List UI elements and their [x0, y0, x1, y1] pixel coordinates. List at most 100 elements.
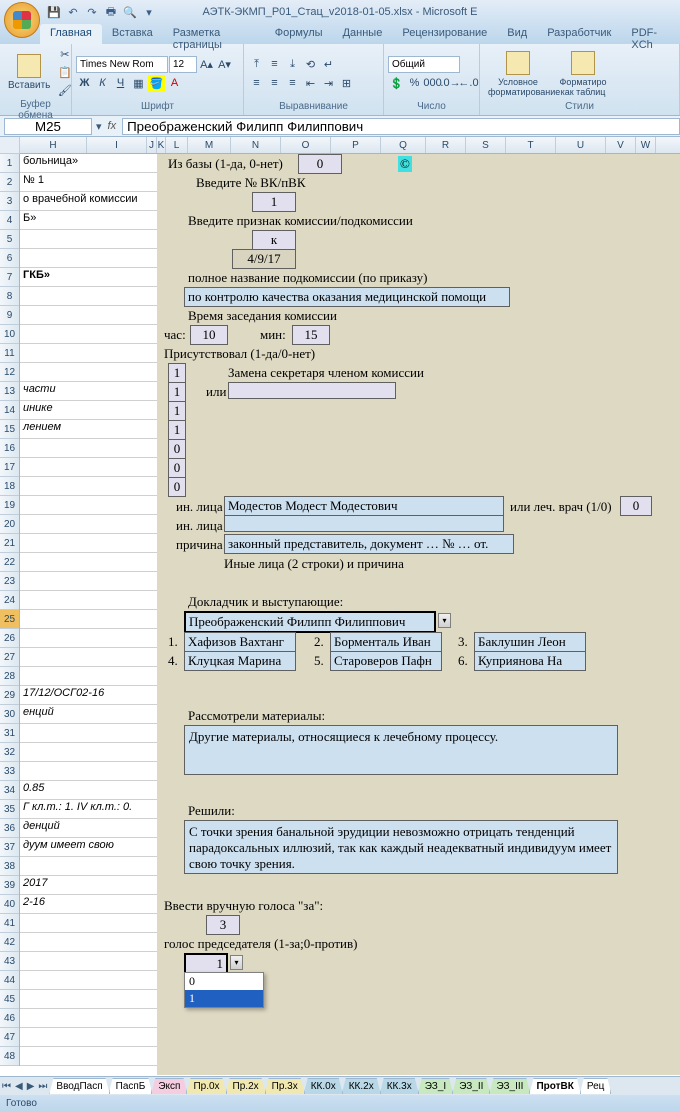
- presence-5[interactable]: 0: [168, 458, 186, 478]
- bold-button[interactable]: Ж: [76, 75, 93, 92]
- chair-dropdown-icon[interactable]: ▾: [230, 955, 243, 970]
- cell-H9[interactable]: [20, 306, 157, 325]
- align-right-icon[interactable]: ≡: [284, 75, 301, 92]
- row-header-48[interactable]: 48: [0, 1047, 19, 1066]
- row-header-7[interactable]: 7: [0, 268, 19, 287]
- cell-H29[interactable]: 17/12/ОСГ02-16: [20, 686, 157, 705]
- indent-dec-icon[interactable]: ⇤: [302, 75, 319, 92]
- ribbon-tab-5[interactable]: Рецензирование: [392, 24, 497, 44]
- cell-H34[interactable]: 0.85: [20, 781, 157, 800]
- cell-H15[interactable]: лением: [20, 420, 157, 439]
- row-header-33[interactable]: 33: [0, 762, 19, 781]
- speaker-dropdown-icon[interactable]: ▾: [438, 613, 451, 628]
- sheet-tab-КК.2х[interactable]: КК.2х: [342, 1078, 381, 1094]
- other-person-input[interactable]: Модестов Модест Модестович: [224, 496, 504, 516]
- speaker-name-1[interactable]: Борменталь Иван: [330, 632, 442, 652]
- row-header-2[interactable]: 2: [0, 173, 19, 192]
- cell-H33[interactable]: [20, 762, 157, 781]
- align-bot-icon[interactable]: ⤓: [284, 56, 301, 73]
- cell-H36[interactable]: денций: [20, 819, 157, 838]
- wrap-icon[interactable]: ↵: [320, 56, 337, 73]
- row-header-43[interactable]: 43: [0, 952, 19, 971]
- copy-icon[interactable]: 📋: [56, 64, 73, 81]
- ribbon-tab-7[interactable]: Разработчик: [537, 24, 621, 44]
- row-header-26[interactable]: 26: [0, 629, 19, 648]
- ribbon-tab-8[interactable]: PDF-XCh: [621, 24, 680, 44]
- row-header-31[interactable]: 31: [0, 724, 19, 743]
- inc-dec-icon[interactable]: .0→: [442, 75, 459, 92]
- row-header-15[interactable]: 15: [0, 420, 19, 439]
- replace-input[interactable]: [228, 382, 396, 399]
- vk-input[interactable]: 1: [252, 192, 296, 212]
- row-header-14[interactable]: 14: [0, 401, 19, 420]
- sheet-tab-ПротВК[interactable]: ПротВК: [529, 1078, 580, 1094]
- row-header-38[interactable]: 38: [0, 857, 19, 876]
- cell-H12[interactable]: [20, 363, 157, 382]
- cell-H20[interactable]: [20, 515, 157, 534]
- reason-input[interactable]: законный представитель, документ … № … о…: [224, 534, 514, 554]
- cut-icon[interactable]: ✂: [56, 46, 73, 63]
- col-header-M[interactable]: M: [188, 137, 231, 153]
- row-header-5[interactable]: 5: [0, 230, 19, 249]
- tab-nav-last[interactable]: ⏭: [36, 1081, 49, 1092]
- cell-H2[interactable]: № 1: [20, 173, 157, 192]
- row-header-45[interactable]: 45: [0, 990, 19, 1009]
- cell-H27[interactable]: [20, 648, 157, 667]
- sheet-tab-Пр.2х[interactable]: Пр.2х: [226, 1078, 266, 1094]
- sheet-tab-ЭЗ_I[interactable]: ЭЗ_I: [418, 1078, 453, 1094]
- col-header-U[interactable]: U: [556, 137, 606, 153]
- row-header-13[interactable]: 13: [0, 382, 19, 401]
- font-size-select[interactable]: [169, 56, 197, 73]
- presence-0[interactable]: 1: [168, 363, 186, 383]
- presence-6[interactable]: 0: [168, 477, 186, 497]
- col-header-Q[interactable]: Q: [381, 137, 426, 153]
- row-header-19[interactable]: 19: [0, 496, 19, 515]
- other-person-input2[interactable]: [224, 515, 504, 532]
- cell-H47[interactable]: [20, 1028, 157, 1047]
- hour-input[interactable]: 10: [190, 325, 228, 345]
- col-header-O[interactable]: O: [281, 137, 331, 153]
- row-header-39[interactable]: 39: [0, 876, 19, 895]
- cell-H40[interactable]: 2-16: [20, 895, 157, 914]
- row-header-21[interactable]: 21: [0, 534, 19, 553]
- align-center-icon[interactable]: ≡: [266, 75, 283, 92]
- sheet-tab-ВводПасп[interactable]: ВводПасп: [49, 1078, 109, 1094]
- tab-nav-first[interactable]: ⏮: [0, 1081, 13, 1092]
- select-all-corner[interactable]: [0, 137, 20, 154]
- col-header-K[interactable]: K: [157, 137, 166, 153]
- indent-inc-icon[interactable]: ⇥: [320, 75, 337, 92]
- sheet-tab-ЭЗ_III[interactable]: ЭЗ_III: [489, 1078, 530, 1094]
- cell-H45[interactable]: [20, 990, 157, 1009]
- row-header-25[interactable]: 25: [0, 610, 19, 629]
- speaker-name-2[interactable]: Баклушин Леон: [474, 632, 586, 652]
- cell-H14[interactable]: инике: [20, 401, 157, 420]
- cell-H22[interactable]: [20, 553, 157, 572]
- cell-H35[interactable]: Г кл.т.: 1. IV кл.т.: 0.: [20, 800, 157, 819]
- col-header-H[interactable]: H: [20, 137, 87, 153]
- col-header-V[interactable]: V: [606, 137, 636, 153]
- cell-H17[interactable]: [20, 458, 157, 477]
- ribbon-tab-4[interactable]: Данные: [333, 24, 393, 44]
- presence-1[interactable]: 1: [168, 382, 186, 402]
- cell-H16[interactable]: [20, 439, 157, 458]
- sheet-tab-КК.3х[interactable]: КК.3х: [380, 1078, 419, 1094]
- qat-more-icon[interactable]: ▾: [141, 4, 157, 20]
- row-header-8[interactable]: 8: [0, 287, 19, 306]
- comma-icon[interactable]: 000: [424, 75, 441, 92]
- date-input[interactable]: 4/9/17: [232, 249, 296, 269]
- row-header-40[interactable]: 40: [0, 895, 19, 914]
- sheet-tab-ЭЗ_II[interactable]: ЭЗ_II: [452, 1078, 490, 1094]
- cell-H1[interactable]: больница»: [20, 154, 157, 173]
- shrink-font-icon[interactable]: A▾: [216, 56, 233, 73]
- db-input[interactable]: 0: [298, 154, 342, 174]
- speaker-name-5[interactable]: Куприянова На: [474, 651, 586, 671]
- votes-input[interactable]: 3: [206, 915, 240, 935]
- ribbon-tab-6[interactable]: Вид: [497, 24, 537, 44]
- sheet-tab-Пр.3х[interactable]: Пр.3х: [265, 1078, 305, 1094]
- font-color-icon[interactable]: A: [166, 75, 183, 92]
- speaker-input[interactable]: Преображенский Филипп Филиппович: [184, 611, 436, 633]
- row-header-34[interactable]: 34: [0, 781, 19, 800]
- presence-4[interactable]: 0: [168, 439, 186, 459]
- min-input[interactable]: 15: [292, 325, 330, 345]
- speaker-name-4[interactable]: Староверов Пафн: [330, 651, 442, 671]
